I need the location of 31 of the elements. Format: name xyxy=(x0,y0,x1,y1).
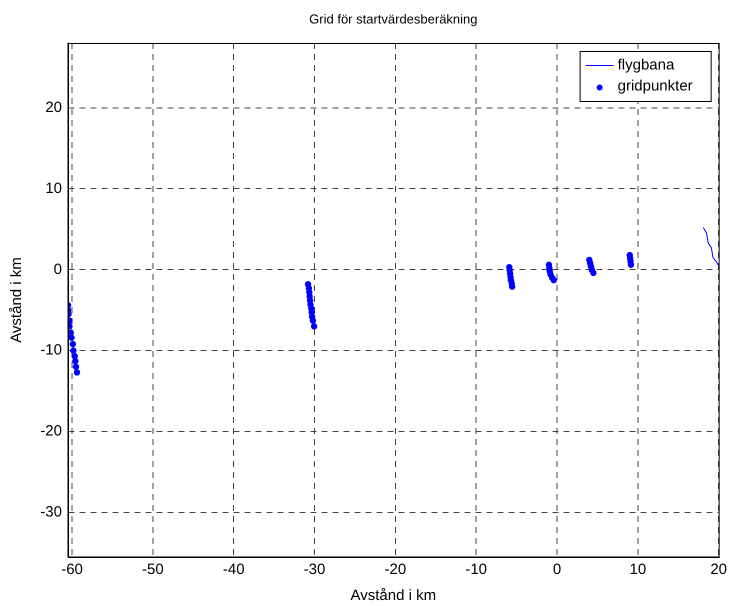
x-tick-label: -30 xyxy=(304,561,326,578)
point xyxy=(74,369,80,376)
point xyxy=(70,347,77,354)
x-tick-label: 20 xyxy=(710,561,727,578)
y-tick-label: 20 xyxy=(45,98,62,116)
x-tick-label: -20 xyxy=(384,561,406,578)
y-tick-label: -30 xyxy=(40,504,62,521)
point xyxy=(310,323,318,330)
x-tick-label: -10 xyxy=(465,561,488,578)
x-tick-label: 0 xyxy=(552,561,562,578)
legend-label: gridpunkter xyxy=(618,78,693,95)
y-tick-label: 10 xyxy=(45,180,62,197)
point xyxy=(68,334,75,341)
y-axis-title: Avstånd i km xyxy=(8,257,26,343)
chart-title: Grid för startvärdesberäkning xyxy=(309,12,478,27)
y-tick-label: 0 xyxy=(54,260,62,278)
y-tick-label: -20 xyxy=(40,422,62,440)
point xyxy=(310,317,316,324)
legend-label: flygbana xyxy=(618,56,675,74)
point xyxy=(628,262,634,268)
x-tick-label: -40 xyxy=(222,561,245,578)
x-tick-label: -60 xyxy=(61,561,83,578)
x-tick-label: 10 xyxy=(629,561,646,578)
x-axis-title: Avstånd i km xyxy=(350,587,436,604)
point xyxy=(72,358,79,364)
point xyxy=(72,364,80,370)
point xyxy=(590,270,597,276)
point xyxy=(550,276,557,284)
y-tick-label: -10 xyxy=(40,342,62,359)
point xyxy=(70,340,76,348)
x-tick-label: -50 xyxy=(142,561,164,578)
